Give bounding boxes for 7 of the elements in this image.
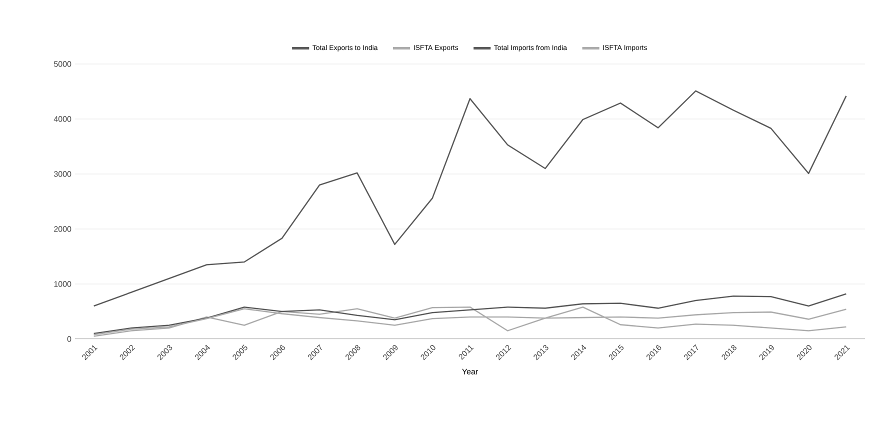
y-tick-label: 5000 bbox=[54, 61, 72, 67]
y-tick-label: 4000 bbox=[54, 116, 72, 122]
y-tick-label: 1000 bbox=[54, 281, 72, 287]
y-tick-label: 3000 bbox=[54, 171, 72, 177]
x-axis-title: Year bbox=[462, 368, 478, 374]
y-tick-label: 0 bbox=[67, 336, 72, 342]
y-tick-label: 2000 bbox=[54, 226, 72, 232]
